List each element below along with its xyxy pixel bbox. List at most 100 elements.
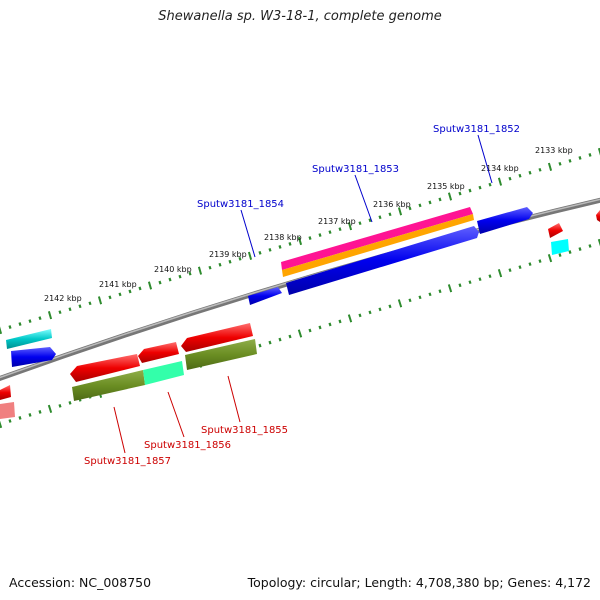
cog-bar-orange xyxy=(282,214,474,277)
cds-forward-1852[interactable] xyxy=(477,207,533,234)
cds-reverse-1856[interactable] xyxy=(138,342,179,363)
scale-tick-major xyxy=(547,253,553,263)
scale-tick-minor xyxy=(518,173,522,178)
leader-1852 xyxy=(477,134,493,184)
scale-tick-minor xyxy=(308,236,312,240)
scale-tick-minor xyxy=(558,161,562,166)
scale-tick-minor xyxy=(588,244,592,248)
gene-label-1857[interactable]: Sputw3181_1857 xyxy=(84,456,171,467)
cds-reverse-edge-right[interactable] xyxy=(596,210,600,222)
scale-tick-major xyxy=(597,147,600,156)
scale-label-2139: 2139 kbp xyxy=(209,250,247,259)
scale-tick-major xyxy=(547,162,553,171)
cog-bar-olive-1855 xyxy=(185,339,257,370)
cog-bar-magenta xyxy=(281,207,473,270)
scale-tick-minor xyxy=(278,245,282,249)
scale-tick-major xyxy=(297,329,303,338)
scale-tick-major xyxy=(497,177,503,186)
scale-tick-minor xyxy=(8,325,12,329)
scale-label-2133: 2133 kbp xyxy=(535,146,573,155)
scale-tick-minor xyxy=(228,259,232,264)
cds-reverse-right[interactable] xyxy=(548,223,563,238)
cds-reverse-left-edge[interactable] xyxy=(0,385,11,400)
cds-forward-1854[interactable] xyxy=(248,287,282,305)
scale-tick-minor xyxy=(8,419,12,423)
scale-tick-minor xyxy=(468,188,472,193)
scale-tick-minor xyxy=(68,401,72,405)
scale-tick-minor xyxy=(458,191,462,196)
scale-label-2134: 2134 kbp xyxy=(481,164,519,173)
scale-tick-minor xyxy=(38,316,42,321)
scale-tick-major xyxy=(0,326,3,335)
scale-tick-minor xyxy=(268,248,272,252)
scale-tick-minor xyxy=(588,153,592,157)
scale-tick-minor xyxy=(318,325,322,330)
scale-tick-minor xyxy=(378,215,382,220)
scale-tick-minor xyxy=(458,283,462,288)
scale-tick-major xyxy=(247,251,253,260)
scale-tick-minor xyxy=(508,176,512,181)
cog-bar-cyan-left xyxy=(6,329,52,349)
gene-label-1853[interactable]: Sputw3181_1853 xyxy=(312,164,399,175)
scale-tick-minor xyxy=(18,322,22,326)
scale-tick-major xyxy=(0,420,3,429)
scale-tick-minor xyxy=(308,328,312,333)
scale-tick-minor xyxy=(408,298,412,303)
scale-tick-minor xyxy=(258,343,262,348)
leader-1853 xyxy=(354,174,373,223)
cds-reverse-1855[interactable] xyxy=(181,323,253,352)
scale-tick-minor xyxy=(258,250,262,255)
scale-tick-minor xyxy=(528,170,532,175)
gene-label-1852[interactable]: Sputw3181_1852 xyxy=(433,124,520,135)
scale-tick-minor xyxy=(28,413,32,417)
scale-label-2140: 2140 kbp xyxy=(154,265,192,274)
scale-tick-minor xyxy=(558,253,562,257)
scale-label-2136: 2136 kbp xyxy=(373,200,411,209)
scale-tick-minor xyxy=(468,280,472,285)
gene-label-1856[interactable]: Sputw3181_1856 xyxy=(144,440,231,451)
scale-label-2142: 2142 kbp xyxy=(44,294,82,303)
scale-tick-minor xyxy=(578,247,582,251)
scale-tick-minor xyxy=(428,200,432,205)
scale-tick-minor xyxy=(278,337,282,342)
scale-tick-minor xyxy=(268,340,272,345)
scale-tick-major xyxy=(497,269,503,278)
scale-tick-minor xyxy=(388,212,392,217)
scale-tick-minor xyxy=(358,313,362,318)
scale-tick-major xyxy=(447,192,453,201)
scale-tick-major xyxy=(47,311,53,320)
scale-tick-minor xyxy=(218,262,222,267)
cds-forward-left[interactable] xyxy=(11,347,56,367)
scale-tick-major xyxy=(397,299,403,308)
accession-text: Accession: NC_008750 xyxy=(9,575,152,590)
scale-tick-minor xyxy=(208,265,212,270)
cds-forward-1853[interactable] xyxy=(286,226,479,295)
cog-bar-pink-left xyxy=(0,402,15,419)
cds-reverse-1857[interactable] xyxy=(70,354,140,382)
scale-tick-minor xyxy=(388,304,392,309)
scale-label-2137: 2137 kbp xyxy=(318,217,356,226)
map-title: Shewanella sp. W3-18-1, complete genome xyxy=(158,9,442,24)
gene-label-1855[interactable]: Sputw3181_1855 xyxy=(201,425,288,436)
scale-tick-minor xyxy=(568,250,572,254)
scale-tick-major xyxy=(347,222,353,231)
scale-tick-minor xyxy=(438,197,442,202)
scale-label-2141: 2141 kbp xyxy=(99,280,137,289)
scale-tick-major xyxy=(397,207,403,216)
scale-tick-minor xyxy=(178,274,182,279)
scale-tick-minor xyxy=(238,256,242,261)
cog-bar-green-1856 xyxy=(143,361,184,385)
gene-label-1854[interactable]: Sputw3181_1854 xyxy=(197,199,284,210)
scale-tick-minor xyxy=(108,295,112,300)
scale-tick-major xyxy=(47,404,53,414)
scale-tick-major xyxy=(97,296,103,305)
scale-tick-minor xyxy=(408,206,412,211)
scale-tick-minor xyxy=(28,319,32,323)
scale-label-2138: 2138 kbp xyxy=(264,233,302,242)
scale-tick-minor xyxy=(88,301,92,306)
scale-tick-minor xyxy=(418,203,422,208)
scale-tick-minor xyxy=(488,182,492,187)
scale-tick-minor xyxy=(318,233,322,237)
